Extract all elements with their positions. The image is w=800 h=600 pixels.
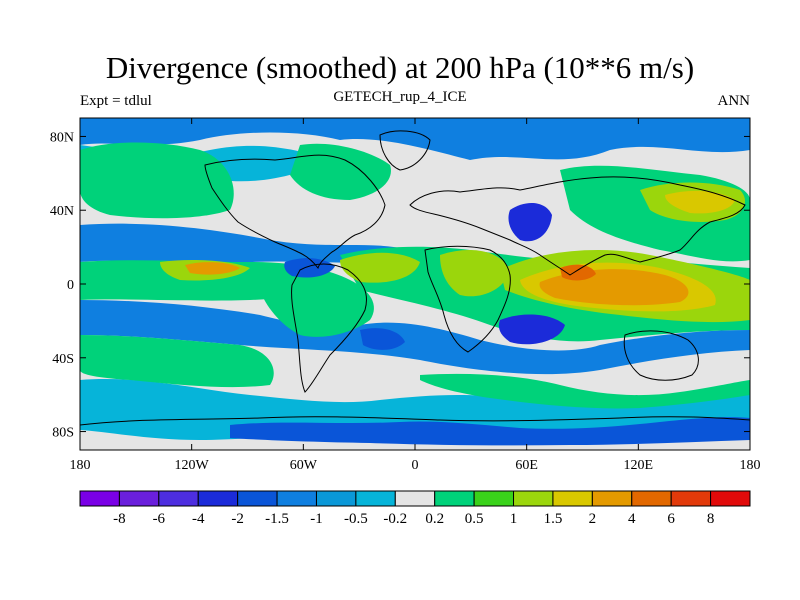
- colorbar-swatch: [276, 490, 317, 507]
- x-tick-label: 180: [740, 458, 761, 473]
- field-band-equatorial-north: [80, 223, 410, 263]
- y-tick-label: 40S: [52, 352, 74, 367]
- field-lime-atlantic: [340, 252, 420, 283]
- map-title: Divergence (smoothed) at 200 hPa (10**6 …: [105, 50, 695, 85]
- colorbar-swatch: [670, 490, 712, 507]
- coast-africa: [424, 245, 511, 353]
- colorbar-label: -0.2: [383, 511, 407, 527]
- field-green-north-atlantic: [290, 143, 391, 200]
- colorbar-swatch: [158, 490, 199, 507]
- coast-south-america: [291, 263, 367, 393]
- colorbar-label: 0.5: [465, 511, 484, 527]
- colorbar-swatch: [394, 490, 436, 507]
- colorbar-label: 4: [628, 511, 636, 527]
- coast-antarctica: [80, 416, 750, 426]
- colorbar-swatch: [591, 490, 633, 507]
- y-axis: 80N 40N 0 40S 80S: [50, 130, 750, 441]
- colorbar-label: -0.5: [344, 511, 368, 527]
- colorbar-label: 0.2: [425, 511, 444, 527]
- x-tick-label: 60E: [515, 458, 538, 473]
- field-green-southern-ocean: [420, 373, 750, 409]
- coast-australia: [623, 330, 699, 381]
- colorbar-swatch: [513, 490, 554, 507]
- x-tick-label: 0: [412, 458, 419, 473]
- coast-greenland: [379, 130, 431, 171]
- field-layer: [80, 118, 750, 450]
- y-tick-label: 80N: [50, 130, 74, 145]
- colorbar-label: -2: [231, 511, 244, 527]
- colorbar-swatch: [355, 490, 396, 507]
- field-core-west-asia: [508, 203, 552, 242]
- colorbar-label: -8: [113, 511, 126, 527]
- x-axis: 180 120W 60W 0 60E 120E 180: [70, 118, 761, 473]
- field-green-south-america: [260, 273, 374, 337]
- x-tick-label: 60W: [290, 458, 318, 473]
- colorbar: -8 -6 -4 -2 -1.5 -1 -0.5 -0.2 0.2 0.5 1 1.5 2 4 6 8: [79, 490, 751, 527]
- colorbar-swatch: [710, 490, 751, 507]
- experiment-subtitle: GETECH_rup_4_ICE: [333, 89, 467, 105]
- colorbar-swatch: [434, 490, 475, 507]
- field-green-south-pacific: [80, 335, 274, 388]
- y-tick-label: 80S: [52, 426, 74, 441]
- field-red-indian-ocean: [560, 264, 596, 281]
- colorbar-label: -1: [310, 511, 323, 527]
- colorbar-label: -1.5: [265, 511, 289, 527]
- colorbar-swatch: [79, 490, 120, 507]
- x-tick-label: 180: [70, 458, 91, 473]
- colorbar-label: 2: [589, 511, 597, 527]
- field-orange-eq-pacific: [185, 262, 240, 275]
- colorbar-label: -4: [192, 511, 205, 527]
- field-yellow-north-pacific: [665, 190, 735, 214]
- x-tick-label: 120E: [624, 458, 654, 473]
- colorbar-label: 1: [510, 511, 518, 527]
- field-band-north: [80, 118, 750, 160]
- field-lime-africa: [440, 250, 510, 297]
- y-tick-label: 40N: [50, 204, 74, 219]
- field-band-southern-deep: [230, 417, 750, 446]
- colorbar-swatch: [118, 490, 160, 507]
- y-tick-label: 0: [67, 278, 74, 293]
- coastlines: [80, 130, 750, 426]
- coast-eurasia: [409, 176, 746, 276]
- colorbar-label: 8: [707, 511, 715, 527]
- colorbar-label: -6: [153, 511, 166, 527]
- colorbar-swatch: [315, 490, 357, 507]
- field-core-southern-indian: [498, 314, 565, 345]
- colorbar-label: 6: [667, 511, 675, 527]
- colorbar-swatch: [237, 490, 278, 507]
- field-band-equatorial-south: [80, 300, 750, 375]
- x-tick-label: 120W: [175, 458, 210, 473]
- colorbar-swatch: [552, 490, 593, 507]
- colorbar-swatch: [631, 490, 672, 507]
- field-core-east-pacific: [284, 258, 335, 278]
- season-label: ANN: [717, 93, 751, 109]
- field-core-southeast-pacific: [360, 328, 405, 350]
- experiment-label: Expt = tdlul: [80, 93, 152, 109]
- colorbar-label: 1.5: [544, 511, 563, 527]
- coast-north-america: [204, 154, 386, 270]
- colorbar-swatch: [197, 490, 239, 507]
- colorbar-swatch: [473, 490, 515, 507]
- field-green-north-pacific: [80, 142, 234, 219]
